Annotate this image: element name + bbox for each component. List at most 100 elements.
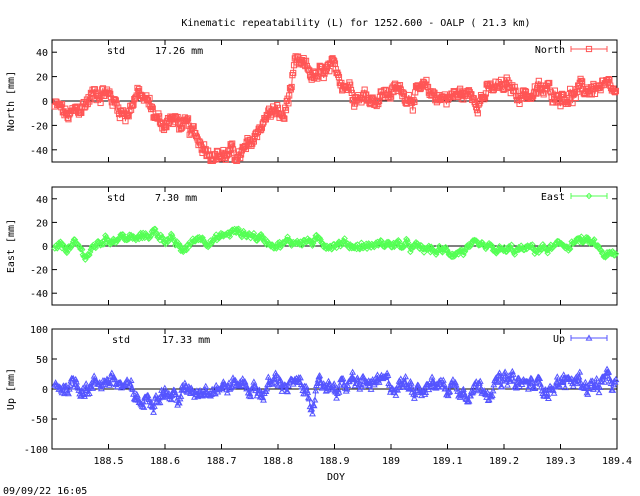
series-segment	[314, 390, 317, 400]
data-point	[446, 387, 454, 395]
data-point	[356, 385, 364, 392]
data-point	[611, 89, 619, 96]
data-point	[278, 387, 286, 394]
data-point	[458, 390, 466, 397]
series-segment	[469, 92, 472, 95]
data-point	[544, 249, 551, 257]
y-tick-label: -40	[30, 146, 48, 157]
data-point	[511, 83, 518, 91]
series-segment	[430, 386, 432, 388]
data-point	[550, 389, 558, 396]
series-segment	[478, 100, 481, 104]
series-segment	[477, 383, 480, 391]
series-segment	[333, 61, 336, 64]
data-point	[427, 382, 435, 389]
data-point	[584, 234, 592, 241]
series-segment	[408, 387, 410, 390]
y-tick-label: 0	[42, 385, 48, 396]
data-point	[585, 384, 593, 391]
series-segment	[291, 75, 293, 88]
series-segment	[151, 106, 154, 109]
data-point	[578, 77, 585, 85]
series-segment	[202, 394, 204, 397]
data-point	[330, 56, 337, 64]
data-point	[237, 151, 245, 158]
data-point	[150, 408, 157, 415]
data-point	[444, 246, 451, 254]
data-point	[134, 84, 141, 92]
series-segment	[270, 114, 273, 117]
y-axis-label: East [mm]	[6, 219, 17, 273]
x-tick-label: 189.1	[432, 456, 462, 467]
data-point	[247, 392, 255, 400]
data-point	[274, 381, 282, 389]
series-segment	[403, 93, 406, 101]
x-tick-label: 188.6	[150, 456, 180, 467]
data-point	[148, 103, 156, 111]
data-point	[156, 398, 164, 406]
y-tick-label: 20	[36, 218, 48, 229]
series-segment	[350, 377, 353, 379]
series-segment	[459, 88, 462, 96]
series-segment	[181, 126, 183, 129]
series-north	[51, 53, 619, 164]
data-point	[612, 250, 620, 258]
series-east	[51, 225, 620, 263]
series-segment	[333, 383, 336, 391]
series-segment	[425, 79, 428, 87]
data-point	[205, 147, 212, 154]
series-segment	[161, 236, 164, 239]
data-point	[612, 375, 620, 383]
data-point	[119, 231, 127, 238]
series-segment	[208, 154, 211, 156]
data-point	[280, 115, 287, 122]
data-point	[137, 229, 145, 237]
legend-marker	[585, 45, 593, 53]
data-point	[525, 382, 533, 389]
series-segment	[467, 400, 470, 403]
data-point	[504, 381, 511, 388]
legend-label: Up	[553, 334, 565, 345]
series-segment	[187, 118, 190, 126]
y-axis-label: North [mm]	[6, 71, 17, 131]
std-value: 7.30 mm	[155, 193, 197, 204]
y-tick-label: -50	[30, 415, 48, 426]
y-tick-label: -20	[30, 121, 48, 132]
series-segment	[405, 102, 407, 104]
series-segment	[271, 382, 273, 385]
series-segment	[319, 237, 321, 240]
panel-north: -40 -20 0 20 40 North [mm] std 17.26 mm North	[6, 39, 619, 164]
data-point	[168, 231, 176, 239]
series-segment	[290, 86, 293, 90]
y-tick-label: 40	[36, 195, 48, 206]
series-segment	[484, 93, 487, 98]
data-point	[375, 97, 383, 104]
series-segment	[581, 81, 584, 90]
series-segment	[413, 92, 416, 102]
series-segment	[287, 95, 290, 104]
data-point	[505, 83, 512, 91]
x-tick-label: 189.2	[489, 456, 519, 467]
series-segment	[564, 379, 567, 388]
series-segment	[385, 89, 387, 91]
data-point	[188, 239, 196, 246]
series-segment	[604, 375, 606, 383]
data-point	[500, 375, 507, 382]
data-point	[85, 389, 93, 397]
data-point	[183, 388, 191, 395]
data-point	[561, 383, 569, 391]
data-point	[54, 242, 62, 250]
series-segment	[307, 68, 309, 71]
data-point	[263, 385, 271, 392]
data-point	[286, 85, 294, 92]
data-point	[250, 229, 258, 237]
data-point	[375, 378, 383, 385]
data-point	[147, 232, 155, 239]
series-segment	[612, 384, 614, 391]
series-segment	[587, 388, 590, 395]
data-point	[197, 139, 204, 146]
data-point	[226, 233, 234, 240]
series-segment	[503, 88, 505, 91]
series-segment	[603, 83, 606, 86]
data-point	[91, 86, 99, 93]
